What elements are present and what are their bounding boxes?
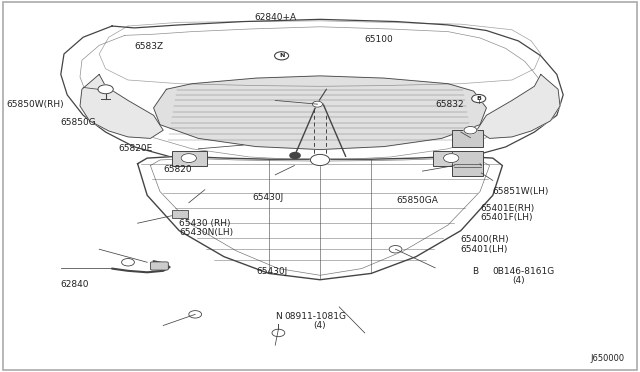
- Polygon shape: [154, 76, 486, 150]
- Polygon shape: [138, 156, 502, 280]
- Circle shape: [122, 259, 134, 266]
- Text: 65400(RH): 65400(RH): [461, 235, 509, 244]
- Text: 65430N(LH): 65430N(LH): [179, 228, 234, 237]
- Text: 65850W(RH): 65850W(RH): [6, 100, 64, 109]
- Text: J650000: J650000: [590, 354, 624, 363]
- Text: 65850GA: 65850GA: [397, 196, 438, 205]
- Text: 0B146-8161G: 0B146-8161G: [493, 267, 555, 276]
- FancyBboxPatch shape: [172, 210, 188, 218]
- Text: 65832: 65832: [435, 100, 464, 109]
- Circle shape: [389, 246, 402, 253]
- Text: (4): (4): [314, 321, 326, 330]
- Text: 65851W(LH): 65851W(LH): [493, 187, 549, 196]
- Text: 65430J: 65430J: [253, 193, 284, 202]
- Text: B: B: [472, 267, 479, 276]
- Text: (4): (4): [512, 276, 525, 285]
- Polygon shape: [477, 74, 560, 138]
- Circle shape: [464, 126, 477, 134]
- Circle shape: [275, 52, 289, 60]
- Text: 65401E(RH): 65401E(RH): [480, 204, 534, 213]
- Circle shape: [98, 85, 113, 94]
- FancyBboxPatch shape: [150, 262, 168, 270]
- Text: 65100: 65100: [365, 35, 394, 44]
- Text: 62840+A: 62840+A: [254, 13, 296, 22]
- Circle shape: [444, 154, 459, 163]
- Polygon shape: [61, 19, 563, 172]
- Text: N: N: [279, 53, 284, 58]
- Text: 65401F(LH): 65401F(LH): [480, 213, 532, 222]
- Text: 65430J: 65430J: [256, 267, 287, 276]
- Text: B: B: [476, 96, 481, 101]
- Text: 65850G: 65850G: [61, 118, 97, 127]
- FancyBboxPatch shape: [452, 151, 483, 176]
- Circle shape: [472, 94, 486, 103]
- Circle shape: [310, 154, 330, 166]
- Text: 65820: 65820: [163, 165, 192, 174]
- Text: 62840: 62840: [61, 280, 90, 289]
- FancyBboxPatch shape: [452, 130, 483, 147]
- Circle shape: [272, 329, 285, 337]
- Circle shape: [181, 154, 196, 163]
- Text: 65430 (RH): 65430 (RH): [179, 219, 230, 228]
- Text: 6583Z: 6583Z: [134, 42, 163, 51]
- Circle shape: [189, 311, 202, 318]
- Circle shape: [312, 101, 323, 107]
- Text: 08911-1081G: 08911-1081G: [285, 312, 347, 321]
- FancyBboxPatch shape: [172, 151, 207, 166]
- Text: N: N: [275, 312, 282, 321]
- Text: 65401(LH): 65401(LH): [461, 245, 508, 254]
- Circle shape: [290, 153, 300, 158]
- Polygon shape: [80, 74, 163, 138]
- FancyBboxPatch shape: [433, 151, 468, 166]
- Text: 65820E: 65820E: [118, 144, 153, 153]
